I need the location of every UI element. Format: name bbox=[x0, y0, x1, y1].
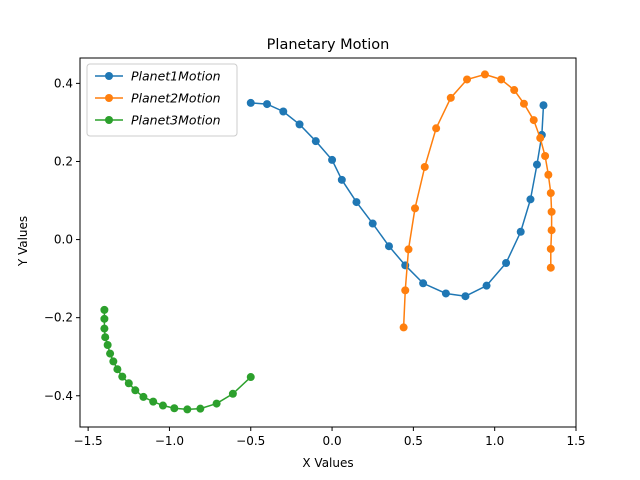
series-2-point bbox=[546, 244, 555, 253]
series-1-point bbox=[279, 107, 288, 116]
x-tick-label: −0.5 bbox=[236, 434, 265, 448]
x-tick-label: 1.5 bbox=[566, 434, 585, 448]
legend-marker-3 bbox=[105, 116, 113, 124]
series-3-point bbox=[158, 401, 167, 410]
series-3-point bbox=[103, 341, 112, 349]
x-tick-label: 1.0 bbox=[485, 434, 504, 448]
series-2-point bbox=[546, 189, 555, 198]
series-3-point bbox=[100, 314, 109, 323]
y-axis-title: Y Values bbox=[16, 216, 30, 267]
series-2-point bbox=[480, 70, 489, 79]
series-2-point bbox=[546, 263, 555, 272]
series-1-point bbox=[526, 195, 535, 204]
legend-marker-1 bbox=[105, 72, 113, 80]
axes: −1.5 −1.0 −0.5 0.0 0.5 1.0 1.5 −0.4 −0.2 0.0 0.2 0… bbox=[44, 57, 586, 448]
series-3-point bbox=[113, 365, 122, 374]
series-2-point bbox=[547, 226, 556, 235]
series-2-point bbox=[529, 116, 538, 125]
series-2-point bbox=[510, 86, 519, 95]
series-3-point bbox=[100, 324, 109, 333]
legend: Planet1Motion Planet2Motion Planet3Motion bbox=[86, 63, 238, 137]
series-1-point bbox=[539, 101, 548, 110]
legend-box bbox=[86, 63, 238, 137]
series-2-point bbox=[399, 323, 408, 332]
series-1-point bbox=[516, 227, 525, 236]
series-1-point bbox=[328, 155, 337, 164]
series-1-point bbox=[384, 242, 393, 251]
legend-marker-2 bbox=[105, 94, 113, 102]
x-tick-label: 0.0 bbox=[323, 434, 342, 448]
series-2-point bbox=[519, 99, 528, 108]
series-2-point bbox=[411, 204, 419, 213]
series-3-point bbox=[149, 397, 158, 406]
series-3-point bbox=[106, 349, 115, 358]
series-2-point bbox=[463, 75, 472, 84]
series-3-point bbox=[118, 372, 127, 381]
x-axis-ticks: −1.5 −1.0 −0.5 0.0 0.5 1.0 1.5 bbox=[74, 427, 586, 448]
y-tick-label: −0.2 bbox=[44, 311, 73, 325]
series-2-point bbox=[404, 245, 413, 254]
series-2-point bbox=[420, 162, 429, 171]
series-2-point bbox=[497, 75, 506, 84]
series-3-point bbox=[183, 405, 192, 414]
x-tick-label: 0.5 bbox=[404, 434, 423, 448]
legend-label-2: Planet2Motion bbox=[131, 91, 221, 106]
y-tick-label: −0.4 bbox=[44, 389, 73, 403]
series-1-point bbox=[502, 259, 511, 267]
x-tick-label: −1.5 bbox=[74, 434, 103, 448]
series-3-point bbox=[170, 404, 179, 413]
series-1-point bbox=[263, 100, 272, 109]
y-axis-ticks: −0.4 −0.2 0.0 0.2 0.4 bbox=[44, 76, 80, 403]
series-2-point bbox=[544, 170, 553, 179]
series-1-point bbox=[337, 175, 346, 184]
series-2-point bbox=[401, 286, 410, 295]
legend-label-3: Planet3Motion bbox=[131, 113, 221, 128]
series-3-point bbox=[131, 386, 140, 395]
chart-title: Planetary Motion bbox=[267, 37, 390, 53]
series-3-point bbox=[124, 379, 133, 388]
series-2-point bbox=[446, 93, 455, 102]
series-2-point bbox=[432, 124, 441, 133]
series-1-point bbox=[352, 198, 361, 207]
series-2-point bbox=[547, 207, 556, 216]
series-1-point bbox=[482, 281, 491, 290]
series-3-point bbox=[100, 305, 109, 314]
series-1-point bbox=[532, 160, 541, 169]
x-axis-title: X Values bbox=[302, 456, 353, 470]
legend-label-1: Planet1Motion bbox=[131, 69, 221, 84]
axes-frame bbox=[79, 57, 577, 428]
y-tick-label: 0.4 bbox=[54, 76, 73, 90]
series-3-point bbox=[139, 392, 148, 401]
series-1-point bbox=[246, 98, 255, 107]
series-1-point bbox=[441, 289, 450, 298]
series-3-point bbox=[196, 404, 205, 413]
series-3-point bbox=[109, 357, 118, 366]
series-1-point bbox=[295, 120, 304, 129]
series-3-point bbox=[212, 399, 221, 408]
y-tick-label: 0.0 bbox=[54, 233, 73, 247]
series-2-point bbox=[536, 134, 545, 143]
plot-area bbox=[100, 70, 556, 414]
series-3-point bbox=[101, 333, 110, 342]
x-tick-label: −1.0 bbox=[155, 434, 184, 448]
series-1-point bbox=[461, 292, 470, 301]
series-1-point bbox=[311, 137, 320, 146]
y-tick-label: 0.2 bbox=[54, 154, 73, 168]
series-3-point bbox=[246, 373, 255, 382]
series-2-point bbox=[541, 152, 550, 161]
series-1-point bbox=[368, 219, 377, 228]
series-3-point bbox=[228, 389, 237, 398]
series-1-point bbox=[419, 279, 428, 288]
